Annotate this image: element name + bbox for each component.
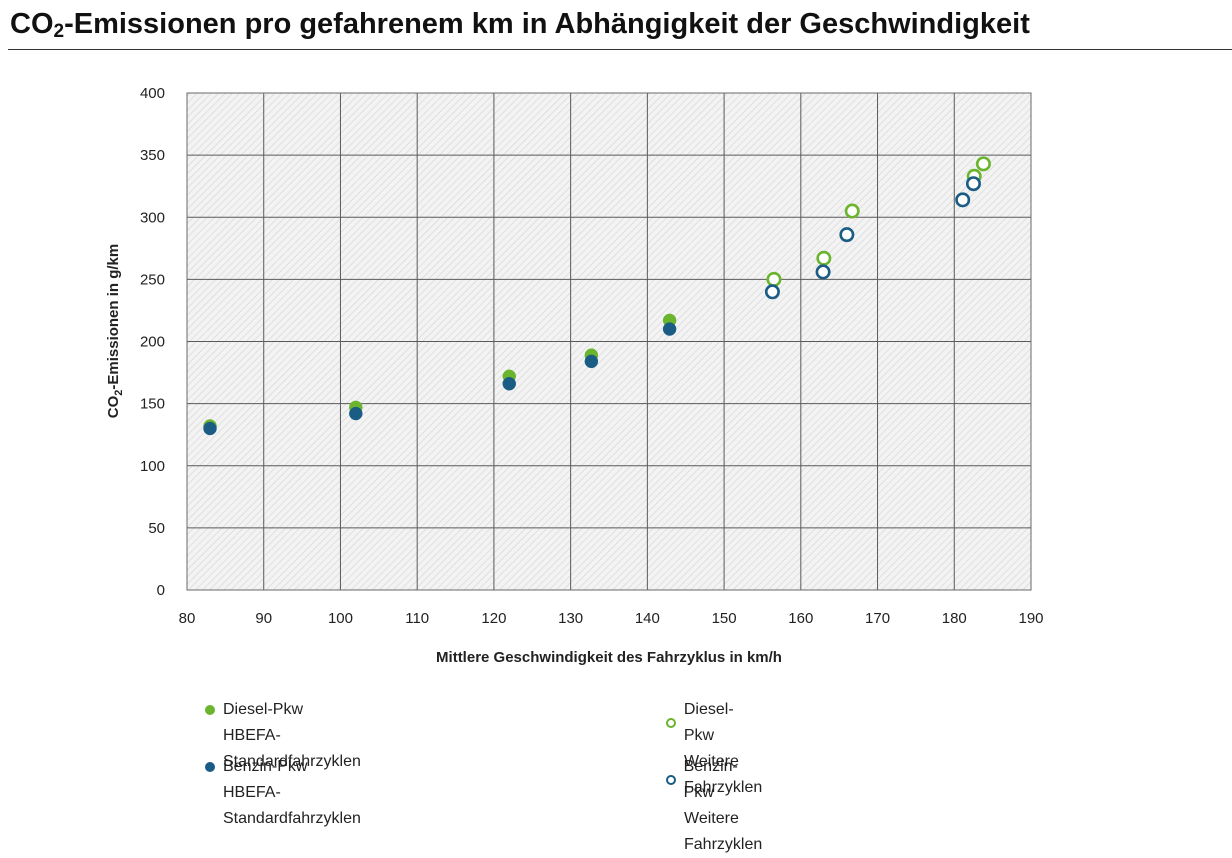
x-tick-label: 190 [1018,610,1043,627]
hollow-circle-icon [666,775,676,785]
data-point-series-2 [816,250,832,266]
x-tick-label: 80 [179,610,196,627]
legend-item-diesel-standard: Diesel-Pkw HBEFA-Standardfahrzyklen [205,697,361,775]
legend-label: Benzin-Pkw [223,758,308,775]
y-axis-title: CO2-Emissionen in g/km [105,244,125,419]
legend-label: Benzin-Pkw [683,758,738,801]
x-tick-label: 110 [405,610,429,627]
y-tick-labels: 0 50 100 150 200 250 300 350 400 [140,85,165,599]
x-tick-label: 140 [635,610,660,627]
legend-item-benzin-standard: Benzin-Pkw HBEFA-Standardfahrzyklen [205,754,361,832]
x-tick-label: 120 [481,610,506,627]
y-axis-title-prefix: CO [105,395,122,418]
y-tick-label: 300 [140,209,165,226]
x-tick-labels: 80 90 100 110 120 130 140 150 160 170 180 190 [179,610,1044,627]
title-prefix: CO [10,8,54,40]
filled-circle-icon [205,762,215,772]
x-tick-label: 90 [255,610,272,627]
page-title: CO2-Emissionen pro gefahrenem km in Abhä… [10,8,1030,43]
data-point-series-3 [839,227,855,243]
x-tick-label: 150 [712,610,737,627]
data-points [203,156,991,436]
y-tick-label: 150 [140,396,165,413]
y-axis-title-subscript: 2 [113,390,125,396]
legend-sublabel: HBEFA-Standardfahrzyklen [223,784,361,827]
legend-sublabel: HBEFA-Standardfahrzyklen [223,727,361,770]
x-tick-label: 100 [328,610,353,627]
title-subscript: 2 [53,21,65,42]
data-point-series-3 [815,264,831,280]
data-point-series-3 [764,284,780,300]
x-tick-label: 130 [558,610,583,627]
data-point-series-1 [584,354,599,369]
x-tick-label: 180 [942,610,967,627]
y-tick-label: 400 [140,85,165,102]
legend-label: Diesel-Pkw [223,701,304,718]
x-axis-title: Mittlere Geschwindigkeit des Fahrzyklus … [436,649,782,666]
title-rest: -Emissionen pro gefahrenem km in Abhängi… [64,8,1030,40]
x-tick-label: 170 [865,610,890,627]
legend-sublabel: Weitere Fahrzyklen [684,753,763,796]
y-tick-label: 50 [148,520,165,537]
data-point-series-1 [502,376,517,391]
title-rule [8,49,1232,50]
legend-item-diesel-weitere: Diesel-Pkw Weitere Fahrzyklen [666,697,762,801]
legend-label: Diesel-Pkw [683,701,734,744]
y-tick-label: 250 [140,271,165,288]
data-point-series-2 [844,203,860,219]
data-point-series-2 [766,271,782,287]
y-tick-label: 0 [157,582,165,599]
legend-item-benzin-weitere: Benzin-Pkw Weitere Fahrzyklen [666,754,762,858]
plot-border [186,92,1032,591]
y-tick-label: 200 [140,334,165,351]
data-point-series-2 [975,156,991,172]
data-point-series-3 [955,192,971,208]
data-point-series-1 [349,406,363,421]
hollow-circle-icon [666,718,676,728]
data-point-series-1 [662,322,677,336]
legend-sublabel: Weitere Fahrzyklen [684,810,763,853]
y-tick-label: 350 [140,147,165,164]
y-tick-label: 100 [140,458,165,475]
x-tick-label: 160 [788,610,813,627]
data-point-series-3 [965,176,981,192]
data-point-series-1 [203,421,217,436]
filled-circle-icon [205,705,215,715]
y-axis-title-rest: -Emissionen in g/km [105,244,122,390]
